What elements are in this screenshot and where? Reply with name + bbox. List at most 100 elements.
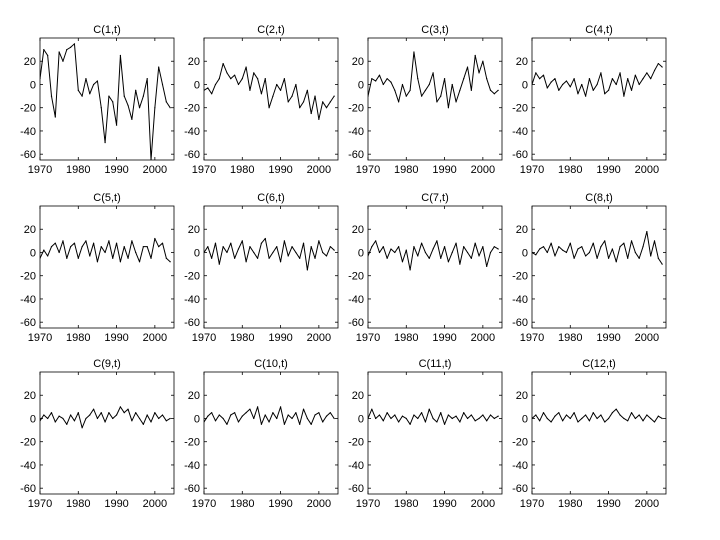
data-point: [646, 414, 648, 416]
subplot-11: C(11,t) 20 0 -20 -40 -60 1970 1980 1990 2000: [348, 358, 503, 510]
x-tick-label: 1990: [596, 332, 620, 344]
data-point: [226, 251, 228, 254]
x-tick-label: 1980: [558, 332, 582, 344]
subplot-title: C(2,t): [257, 24, 285, 36]
data-point: [299, 423, 301, 425]
x-tick-label: 1980: [230, 332, 254, 344]
data-point: [371, 78, 373, 80]
data-point: [234, 257, 236, 259]
series-line: [204, 63, 335, 120]
axes-box: [39, 205, 175, 329]
data-point: [569, 86, 571, 88]
y-tick-label: -40: [184, 126, 200, 138]
data-point: [489, 251, 492, 254]
data-point: [409, 269, 411, 271]
data-point: [211, 412, 213, 414]
data-point: [642, 420, 644, 422]
data-point: [310, 112, 312, 115]
data-point: [535, 72, 537, 74]
data-point: [657, 257, 659, 259]
data-point: [455, 415, 457, 417]
data-point: [630, 89, 633, 91]
axes-box: [367, 205, 503, 329]
subplot-title: C(6,t): [257, 192, 285, 204]
data-point: [368, 255, 369, 257]
data-point: [249, 246, 251, 248]
data-point: [306, 417, 308, 420]
data-point: [596, 83, 598, 86]
data-point: [615, 261, 617, 263]
data-point: [291, 246, 293, 248]
data-point: [417, 78, 419, 80]
data-point: [466, 417, 469, 420]
data-point: [158, 246, 160, 248]
data-point: [115, 242, 118, 244]
data-point: [585, 95, 587, 97]
y-tick-label: 20: [516, 390, 528, 402]
data-point: [611, 78, 614, 80]
data-point: [398, 421, 400, 423]
data-point: [43, 414, 45, 416]
y-tick-label: -60: [348, 483, 364, 495]
data-point: [650, 417, 652, 420]
subplot-7: C(7,t) 20 0 -20 -40 -60 1970 1980 1990 2000: [348, 192, 503, 344]
data-point: [375, 417, 377, 420]
axes-box: [39, 371, 175, 495]
data-point: [123, 95, 125, 97]
subplot-2: C(2,t) 20 0 -20 -40 -60 1970 1980 1990 2000: [184, 24, 339, 176]
data-point: [409, 89, 411, 91]
y-tick-label: 0: [194, 413, 200, 425]
data-point: [245, 261, 247, 263]
data-point: [653, 240, 656, 242]
x-tick-label: 1980: [394, 498, 418, 510]
axes-box: [203, 205, 339, 329]
data-point: [119, 406, 121, 408]
data-point: [638, 83, 640, 86]
data-point: [104, 251, 106, 254]
data-point: [371, 246, 373, 248]
y-tick-label: -40: [20, 294, 36, 306]
data-point: [85, 78, 87, 80]
data-point: [569, 242, 571, 244]
y-tick-label: -20: [512, 271, 528, 283]
data-point: [218, 78, 220, 80]
data-point: [493, 246, 495, 248]
data-point: [607, 257, 610, 259]
x-tick-label: 1970: [192, 498, 216, 510]
axes-box: [367, 371, 503, 495]
data-point: [424, 89, 427, 91]
data-point: [264, 237, 266, 240]
data-point: [493, 93, 495, 95]
data-point: [565, 414, 568, 416]
data-point: [375, 80, 377, 82]
data-point: [295, 251, 297, 254]
data-point: [279, 406, 282, 408]
x-tick-label: 1990: [268, 498, 292, 510]
data-point: [314, 95, 316, 97]
data-point: [214, 83, 217, 86]
data-point: [66, 423, 68, 425]
data-point: [85, 417, 87, 420]
data-point: [596, 417, 598, 420]
data-point: [58, 51, 60, 53]
data-point: [604, 421, 606, 423]
subplot-title: C(9,t): [93, 358, 121, 370]
data-point: [398, 246, 400, 248]
data-point: [333, 95, 335, 97]
y-tick-label: 0: [194, 79, 200, 91]
data-point: [204, 89, 205, 91]
data-point: [573, 257, 575, 259]
data-point: [577, 421, 579, 423]
subplot-title: C(8,t): [585, 192, 613, 204]
data-point: [596, 257, 598, 259]
data-point: [85, 240, 87, 242]
data-point: [638, 257, 640, 259]
data-point: [478, 417, 480, 420]
data-point: [592, 412, 594, 414]
data-point: [382, 420, 384, 422]
y-tick-label: 0: [522, 247, 528, 259]
series-line: [368, 51, 499, 109]
x-tick-label: 1970: [520, 498, 544, 510]
data-point: [638, 414, 640, 416]
